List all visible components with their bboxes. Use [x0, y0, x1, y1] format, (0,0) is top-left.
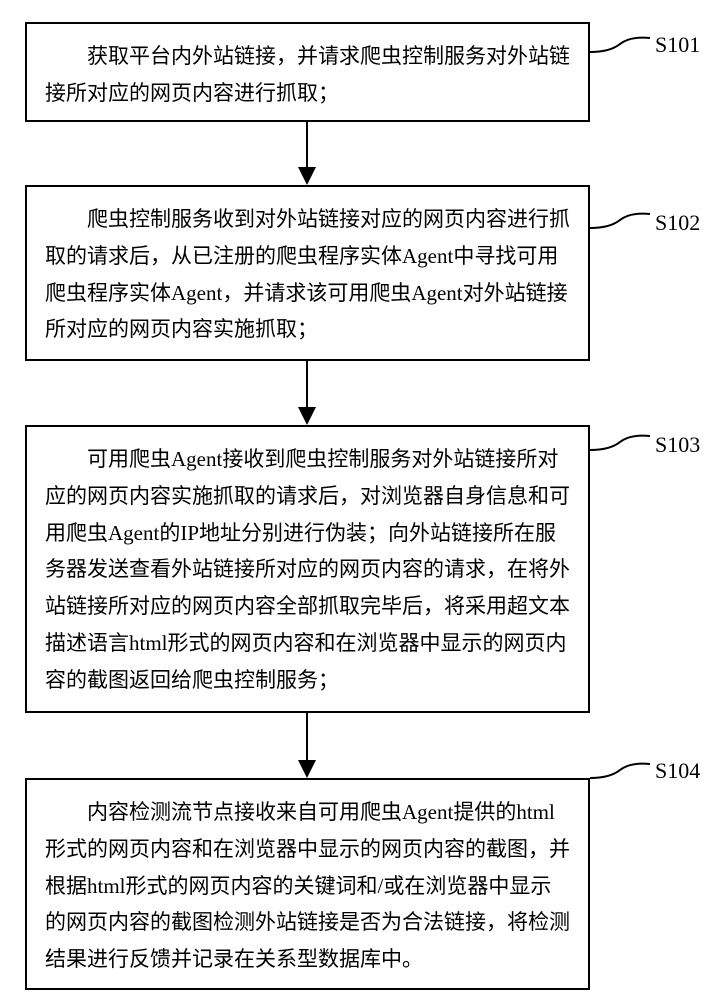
step-label-s101: S101: [655, 32, 700, 58]
step-label-s103: S103: [655, 432, 700, 458]
flow-node-s101: 获取平台内外站链接，并请求爬虫控制服务对外站链接所对应的网页内容进行抓取；: [25, 22, 590, 122]
flow-node-s104: 内容检测流节点接收来自可用爬虫Agent提供的html形式的网页内容和在浏览器中…: [25, 778, 590, 990]
step-label-s104: S104: [655, 758, 700, 784]
flow-node-s103: 可用爬虫Agent接收到爬虫控制服务对外站链接所对应的网页内容实施抓取的请求后，…: [25, 425, 590, 713]
step-label-s102: S102: [655, 210, 700, 236]
node-text: 内容检测流节点接收来自可用爬虫Agent提供的html形式的网页内容和在浏览器中…: [45, 800, 570, 971]
flow-node-s102: 爬虫控制服务收到对外站链接对应的网页内容进行抓取的请求后，从已注册的爬虫程序实体…: [25, 185, 590, 361]
bracket-s104: [590, 756, 655, 786]
arrow-n1-n2: [298, 122, 316, 185]
flowchart-canvas: 获取平台内外站链接，并请求爬虫控制服务对外站链接所对应的网页内容进行抓取； S1…: [0, 0, 713, 1000]
bracket-s102: [590, 206, 655, 236]
arrow-n2-n3: [298, 361, 316, 425]
bracket-s101: [590, 30, 655, 60]
arrow-n3-n4: [298, 713, 316, 778]
node-text: 可用爬虫Agent接收到爬虫控制服务对外站链接所对应的网页内容实施抓取的请求后，…: [45, 447, 570, 692]
bracket-s103: [590, 428, 655, 458]
node-text: 爬虫控制服务收到对外站链接对应的网页内容进行抓取的请求后，从已注册的爬虫程序实体…: [45, 207, 570, 341]
node-text: 获取平台内外站链接，并请求爬虫控制服务对外站链接所对应的网页内容进行抓取；: [45, 44, 570, 105]
